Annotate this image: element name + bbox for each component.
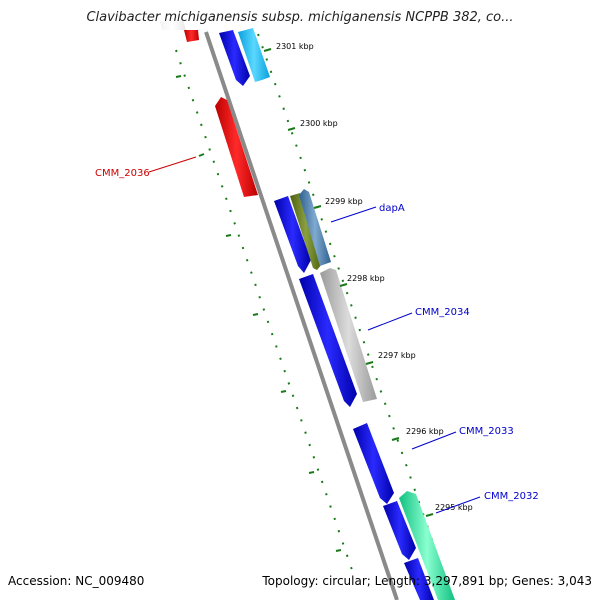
leader-cmm-2033 [411,431,457,450]
gene-blue-dapa[interactable] [274,196,311,273]
tick-label-2295: 2295 kbp [435,503,473,512]
gene-label-dapa[interactable]: dapA [379,203,405,214]
inner-tick-marks [263,48,434,517]
gene-blue-bottom[interactable] [404,558,434,600]
gene-blue-long[interactable] [299,274,357,407]
gene-fade-top[interactable] [160,20,186,30]
gene-blue-top[interactable] [219,30,250,86]
gene-cmm-2034[interactable] [320,268,377,402]
gene-cmm-2032[interactable] [399,491,455,600]
gene-red-top[interactable] [184,30,199,42]
backbone-line [204,31,399,600]
tick-label-2299: 2299 kbp [325,197,363,206]
gene-label-cmm-2032[interactable]: CMM_2032 [484,491,539,502]
tick-label-2297: 2297 kbp [378,351,416,360]
map-title: Clavibacter michiganensis subsp. michiga… [86,10,514,25]
gene-light-blue-top[interactable] [238,28,270,82]
leader-dapa [330,206,377,223]
gene-cmm-2033[interactable] [353,423,394,504]
tick-label-2296: 2296 kbp [406,427,444,436]
gene-label-cmm-2033[interactable]: CMM_2033 [459,426,514,437]
outer-tick-marks [175,75,342,552]
leader-cmm-2034 [367,312,413,331]
genome-summary-text: Topology: circular; Length: 3,297,891 bp… [262,574,592,588]
gene-label-cmm-2036[interactable]: CMM_2036 [95,168,150,179]
gene-cmm-2036[interactable] [215,97,258,197]
outer-dotted-axis [175,49,353,571]
gene-label-cmm-2034[interactable]: CMM_2034 [415,307,470,318]
tick-labels: 2301 kbp 2300 kbp 2299 kbp 2298 kbp 2297… [276,42,473,512]
gene-blue-lower[interactable] [383,501,416,560]
leader-cmm-2036 [148,156,197,173]
gene-labels: CMM_2036 dapA CMM_2034 CMM_2033 CMM_2032 [95,168,539,502]
accession-text: Accession: NC_009480 [8,574,145,588]
tick-label-2300: 2300 kbp [300,119,338,128]
tick-label-2298: 2298 kbp [347,274,385,283]
tick-label-2301: 2301 kbp [276,42,314,51]
inner-dotted-axis [257,33,433,541]
gene-dapa-steel[interactable] [299,189,331,266]
leader-cmm-2032 [435,496,481,514]
gene-dapa-olive[interactable] [290,193,322,270]
